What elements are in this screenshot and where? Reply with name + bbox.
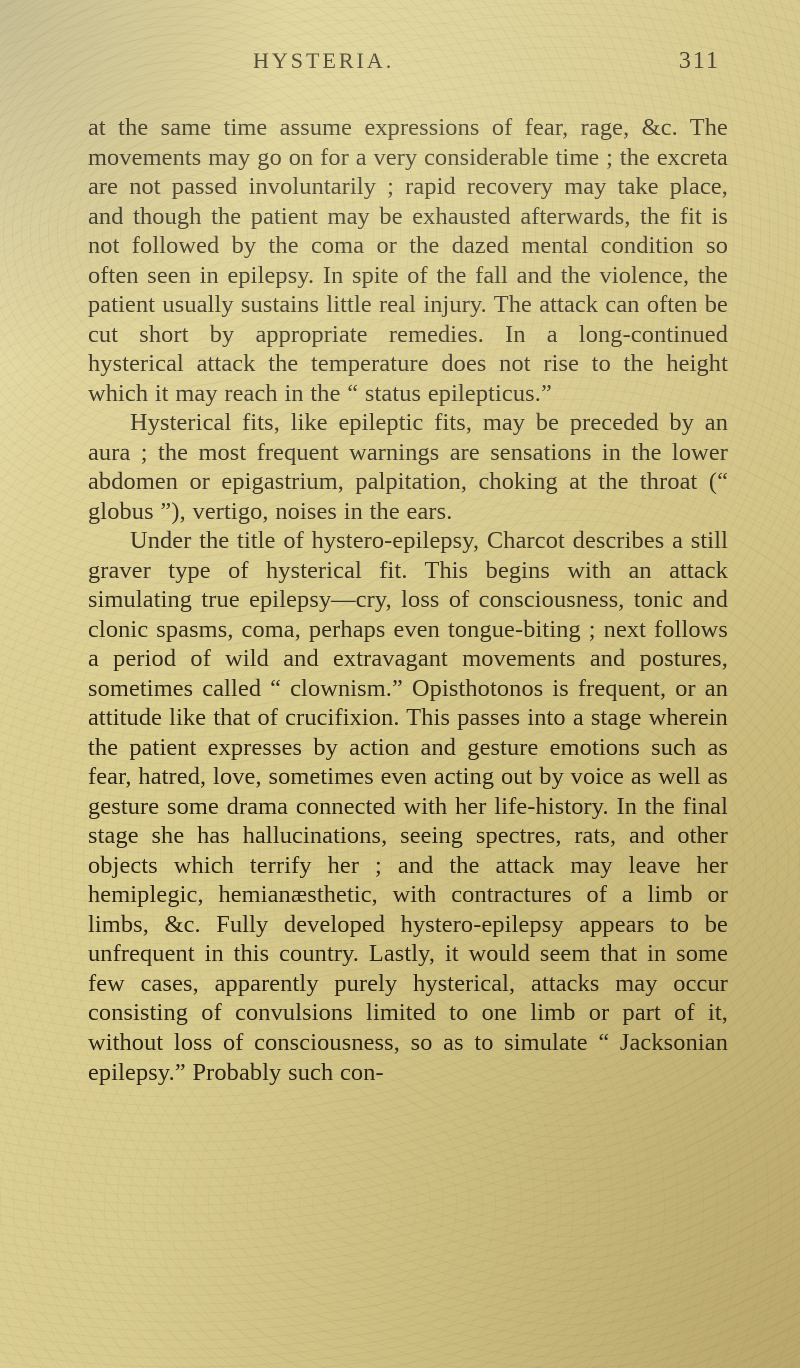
body-text: at the same time assume expressions of f… [88, 113, 728, 1087]
paragraph: Hysterical fits, like epileptic fits, ma… [88, 408, 728, 526]
paragraph: at the same time assume expressions of f… [88, 113, 728, 408]
page-number: 311 [679, 48, 720, 75]
running-title: HYSTERIA. [253, 48, 394, 74]
page-header: HYSTERIA. 311 [88, 48, 728, 75]
paragraph: Under the title of hystero-epilepsy, Cha… [88, 526, 728, 1087]
page: HYSTERIA. 311 at the same time assume ex… [0, 0, 800, 1368]
